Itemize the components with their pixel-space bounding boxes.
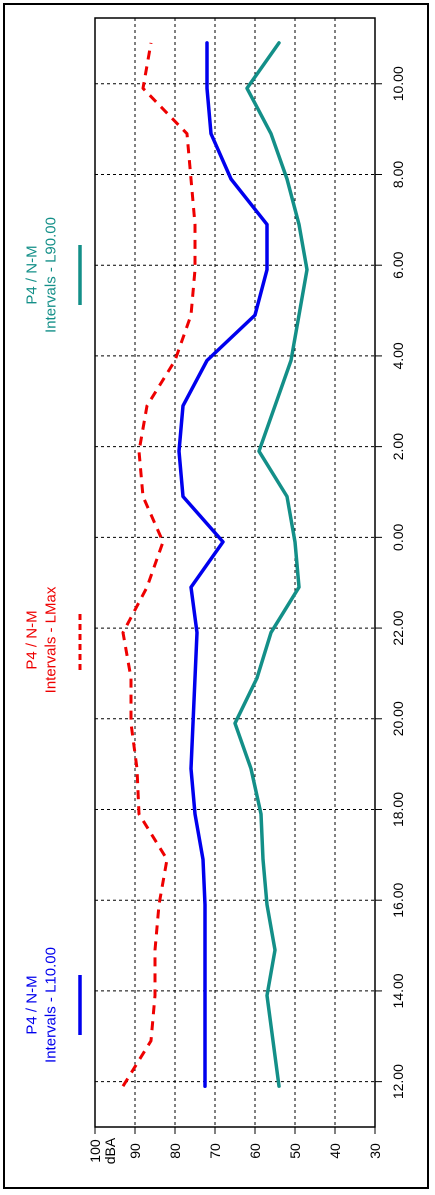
x-tick-label: 2.00: [390, 433, 406, 460]
chart-frame: [3, 3, 429, 1189]
legend-label: P4 / N-M: [24, 975, 41, 1034]
x-tick-label: 16.00: [390, 882, 406, 917]
x-tick-label: 20.00: [390, 701, 406, 736]
grid: [95, 18, 375, 1127]
legend-label: Intervals - L10.00: [43, 947, 60, 1063]
x-tick-label: 12.00: [390, 1064, 406, 1099]
series-line-3: [233, 41, 309, 1088]
legend-label: Intervals - L90.00: [43, 217, 60, 333]
y-tick-label: 60: [247, 1143, 263, 1159]
x-axis: 12.00 14.00 16.00 18.00 20.00 22.00 0.00 2.00 4.…: [375, 66, 406, 1099]
series-line-1: [177, 41, 269, 1088]
series-layer: [121, 41, 309, 1088]
x-tick-label: 8.00: [390, 161, 406, 188]
y-tick-label: 100: [87, 1139, 103, 1163]
x-tick-label: 14.00: [390, 973, 406, 1008]
x-tick-label: 4.00: [390, 342, 406, 369]
y-tick-label: 40: [327, 1143, 343, 1159]
legend-label: Intervals - LMax: [43, 586, 60, 693]
y-axis: 30 40 50 60 70 80 90 100 dBA: [87, 1127, 383, 1164]
y-tick-label: 50: [287, 1143, 303, 1159]
x-tick-label: 18.00: [390, 792, 406, 827]
y-tick-label: 70: [207, 1143, 223, 1159]
x-tick-label: 10.00: [390, 66, 406, 101]
legend-label: P4 / N-M: [24, 245, 41, 304]
x-tick-label: 0.00: [390, 524, 406, 551]
x-tick-label: 6.00: [390, 251, 406, 278]
plot-area-border: [94, 17, 376, 1128]
y-tick-label: 90: [127, 1143, 143, 1159]
x-tick-label: 22.00: [390, 610, 406, 645]
y-tick-label: 80: [167, 1143, 183, 1159]
y-unit-label: dBA: [102, 1137, 118, 1164]
legend-label: P4 / N-M: [24, 610, 41, 669]
series-line-2: [121, 42, 197, 1087]
y-tick-label: 30: [367, 1143, 383, 1159]
